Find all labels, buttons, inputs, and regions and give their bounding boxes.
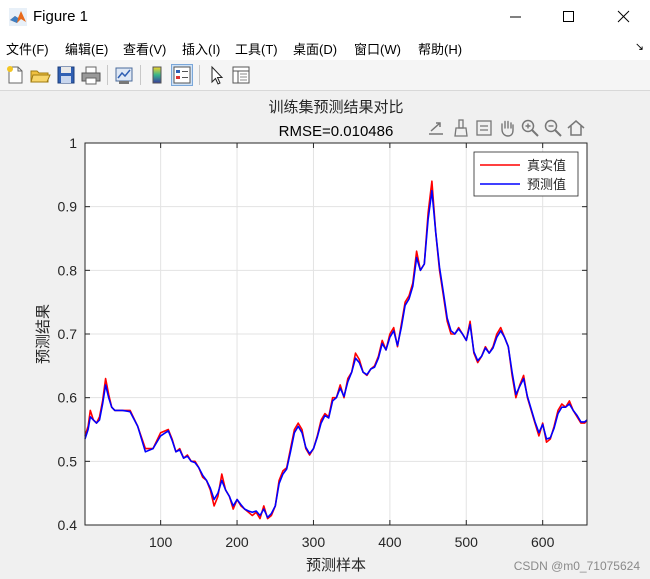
x-tick-label: 400	[378, 534, 402, 550]
menu-tools[interactable]: 工具(T)	[235, 42, 278, 57]
link-plot-icon	[115, 67, 133, 84]
menu-help[interactable]: 帮助(H)	[418, 42, 463, 57]
window-title: Figure 1	[33, 8, 89, 25]
y-axis-label: 预测结果	[35, 304, 52, 364]
legend-label: 真实值	[527, 158, 566, 173]
minimize-button[interactable]	[492, 0, 538, 34]
menu-desktop[interactable]: 桌面(D)	[293, 42, 338, 57]
colorbar-button[interactable]	[146, 64, 168, 86]
data-tips-icon[interactable]	[474, 118, 494, 138]
toolbar-separator	[140, 65, 141, 85]
axis-ticks: 100 200 300 400 500 600 0.4 0.5 0.6 0.7 0.8 0.9 1	[58, 135, 587, 550]
edit-plot-button[interactable]	[205, 64, 227, 86]
y-tick-label: 0.8	[58, 262, 78, 278]
edit-plot-icon	[211, 65, 224, 85]
zoom-out-icon[interactable]	[543, 118, 563, 138]
new-figure-icon	[7, 66, 23, 84]
menu-window[interactable]: 窗口(W)	[354, 42, 401, 57]
close-icon	[617, 10, 630, 23]
print-button[interactable]	[80, 64, 102, 86]
y-tick-label: 0.4	[58, 517, 78, 533]
legend-box	[473, 151, 579, 197]
legend-button[interactable]	[171, 64, 193, 86]
x-tick-label: 600	[531, 534, 555, 550]
toolbar-separator	[199, 65, 200, 85]
brush-icon[interactable]	[451, 118, 471, 138]
export-icon[interactable]	[426, 118, 446, 138]
y-tick-label: 0.6	[58, 390, 78, 406]
new-figure-button[interactable]	[4, 64, 26, 86]
maximize-icon	[563, 11, 574, 22]
pan-icon[interactable]	[497, 118, 517, 138]
x-tick-label: 300	[302, 534, 326, 550]
print-icon	[81, 66, 101, 85]
window-titlebar: Figure 1	[0, 0, 650, 34]
legend-label: 预测值	[527, 177, 566, 192]
menu-edit[interactable]: 编辑(E)	[65, 42, 109, 57]
y-tick-label: 0.9	[58, 199, 78, 215]
y-tick-label: 1	[69, 135, 77, 151]
open-file-button[interactable]	[29, 64, 51, 86]
property-inspector-icon	[232, 66, 250, 84]
series-lines	[84, 180, 588, 520]
save-button[interactable]	[55, 64, 77, 86]
menu-file[interactable]: 文件(F)	[6, 42, 49, 57]
toolbar-separator	[107, 65, 108, 85]
colorbar-icon	[152, 66, 162, 84]
x-axis-label: 预测样本	[306, 557, 366, 574]
y-tick-label: 0.7	[58, 326, 78, 342]
menu-insert[interactable]: 插入(I)	[182, 42, 221, 57]
property-inspector-button[interactable]	[230, 64, 252, 86]
y-tick-label: 0.5	[58, 453, 78, 469]
save-icon	[57, 66, 75, 84]
chart-subtitle: RMSE=0.010486	[279, 123, 394, 140]
zoom-in-icon[interactable]	[520, 118, 540, 138]
watermark: CSDN @m0_71075624	[513, 559, 640, 573]
minimize-icon	[510, 16, 521, 18]
maximize-button[interactable]	[545, 0, 591, 34]
x-tick-label: 500	[455, 534, 479, 550]
matlab-icon	[9, 8, 27, 26]
figure-toolbar	[0, 60, 650, 91]
legend-icon	[173, 66, 191, 84]
home-icon[interactable]	[566, 118, 586, 138]
open-file-icon	[30, 70, 51, 83]
link-plot-button[interactable]	[113, 64, 135, 86]
predicted-series-line	[84, 189, 588, 519]
menu-view[interactable]: 查看(V)	[123, 42, 167, 57]
chart-title: 训练集预测结果对比	[268, 99, 403, 116]
close-button[interactable]	[600, 0, 646, 34]
dock-arrow-icon[interactable]: ↘	[634, 41, 644, 53]
menu-bar: 文件(F) 编辑(E) 查看(V) 插入(I) 工具(T) 桌面(D) 窗口(W…	[0, 34, 650, 60]
x-tick-label: 100	[149, 534, 173, 550]
x-tick-label: 200	[225, 534, 249, 550]
